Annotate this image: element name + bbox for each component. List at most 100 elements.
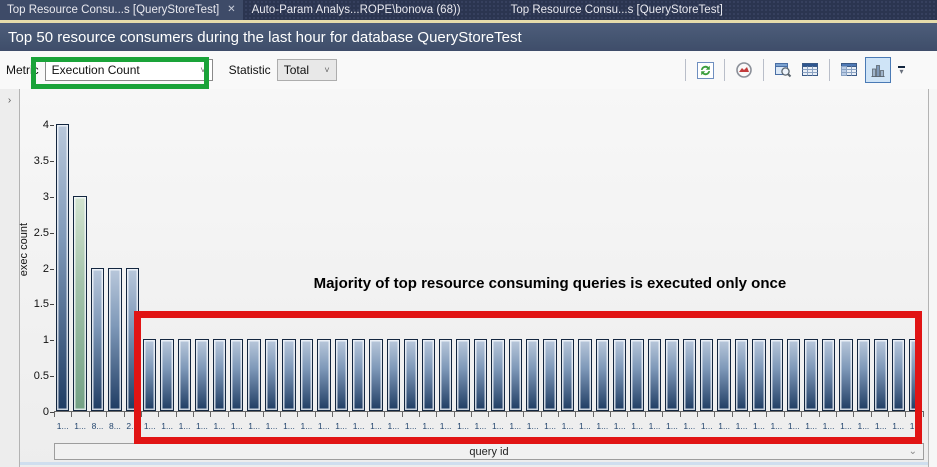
bar[interactable] [839, 339, 853, 411]
bar[interactable] [856, 339, 871, 411]
bar[interactable] [578, 339, 592, 411]
bar[interactable] [317, 339, 331, 411]
x-tick-label: 1... [544, 421, 556, 431]
bar-slot [541, 339, 558, 411]
x-axis-title-bar[interactable]: query id ⌄ [54, 443, 924, 460]
bar[interactable] [613, 339, 627, 411]
bar[interactable] [404, 339, 418, 411]
bar[interactable] [700, 339, 714, 411]
bar[interactable] [630, 339, 644, 411]
bar-slot [367, 339, 384, 411]
bar[interactable] [543, 339, 557, 411]
bar[interactable] [560, 339, 575, 411]
x-tick [88, 412, 106, 417]
chart-view-icon[interactable] [865, 57, 891, 83]
bar[interactable] [508, 339, 522, 411]
bar[interactable] [821, 339, 836, 411]
bar[interactable] [160, 339, 174, 411]
refresh-icon[interactable] [694, 59, 716, 81]
right-scroll-strip[interactable] [928, 89, 937, 467]
bar[interactable] [299, 339, 314, 411]
bar[interactable] [908, 339, 923, 411]
y-tick-label: 0.5 [34, 370, 54, 382]
toolbar-separator [685, 59, 686, 81]
bar[interactable] [804, 339, 818, 411]
x-tick-label: 1... [422, 421, 435, 431]
bar-slot [402, 339, 419, 411]
bar[interactable] [647, 339, 662, 411]
toolbar-overflow-icon[interactable]: ▾ [898, 66, 905, 76]
bar-slot [768, 339, 785, 411]
bar[interactable] [874, 339, 888, 411]
bar-slot [594, 339, 611, 411]
bar[interactable] [90, 267, 105, 411]
x-axis-labels: 1... 1... 8... 8... 2... 1... 1... 1... 1... 1...… [54, 417, 924, 443]
bar[interactable] [717, 339, 731, 411]
x-tick [818, 412, 836, 417]
bar[interactable] [525, 339, 540, 411]
tab-auto-param-analysis[interactable]: Auto-Param Analys...ROPE\bonova (68)) [245, 0, 468, 20]
bar[interactable] [125, 267, 140, 411]
metric-dropdown[interactable]: Execution Count ˅ [44, 59, 213, 81]
bar-slot [628, 339, 645, 411]
bar[interactable] [752, 339, 766, 411]
bar[interactable] [56, 124, 70, 411]
x-tick-label: 1... [874, 421, 887, 431]
x-tick-label: 1... [248, 421, 261, 431]
bar[interactable] [247, 339, 261, 411]
view-query-text-icon[interactable] [772, 59, 794, 81]
bar-slot [124, 267, 141, 411]
bar[interactable] [195, 339, 209, 411]
tab-top-resource-consumers-1[interactable]: Top Resource Consu...s [QueryStoreTest] … [0, 0, 243, 20]
bar[interactable] [438, 339, 453, 411]
statistic-dropdown[interactable]: Total ˅ [276, 59, 337, 81]
bar-slot [489, 339, 506, 411]
bar[interactable] [891, 339, 905, 411]
bar[interactable] [108, 267, 122, 411]
bar[interactable] [734, 339, 749, 411]
x-tick [227, 412, 245, 417]
x-tick [592, 412, 610, 417]
x-tick-label: 1... [631, 421, 644, 431]
bar[interactable] [787, 339, 801, 411]
x-tick [488, 412, 505, 417]
bar[interactable] [369, 339, 383, 411]
x-tick-label: 1... [352, 421, 365, 431]
grid-extra-view-icon[interactable] [838, 59, 860, 81]
tab-top-resource-consumers-2[interactable]: Top Resource Consu...s [QueryStoreTest] [504, 0, 730, 20]
bar[interactable] [682, 339, 697, 411]
bar-slot [907, 339, 924, 411]
bar[interactable] [473, 339, 488, 411]
x-tick [71, 412, 88, 417]
bar[interactable] [177, 339, 192, 411]
bar[interactable] [351, 339, 366, 411]
bar[interactable] [769, 339, 784, 411]
bar-slot [315, 339, 332, 411]
bar[interactable] [491, 339, 505, 411]
bar[interactable] [334, 339, 348, 411]
bar[interactable] [143, 339, 157, 411]
bar-chart: exec count 0 0.5 1 1.5 2 2.5 3 3.5 4 Majority of… [18, 89, 928, 467]
x-tick-label: 1... [161, 421, 174, 431]
bar[interactable] [264, 339, 279, 411]
toolbar-separator [724, 59, 725, 81]
x-tick [731, 412, 749, 417]
bar[interactable] [421, 339, 435, 411]
bar-highlighted[interactable] [73, 195, 87, 411]
x-tick [696, 412, 714, 417]
bar-slot [472, 339, 489, 411]
collapsed-pane-expander[interactable]: › [0, 89, 20, 467]
x-tick [210, 412, 227, 417]
bar[interactable] [230, 339, 244, 411]
x-tick-label: 1... [805, 421, 818, 431]
bar-slot [176, 339, 193, 411]
grid-view-icon[interactable] [799, 59, 821, 81]
bar[interactable] [665, 339, 679, 411]
bar[interactable] [386, 339, 401, 411]
close-icon[interactable]: ✕ [227, 4, 236, 15]
bar[interactable] [282, 339, 296, 411]
bar[interactable] [595, 339, 609, 411]
bar[interactable] [456, 339, 470, 411]
bar[interactable] [212, 339, 227, 411]
track-query-icon[interactable] [733, 59, 755, 81]
